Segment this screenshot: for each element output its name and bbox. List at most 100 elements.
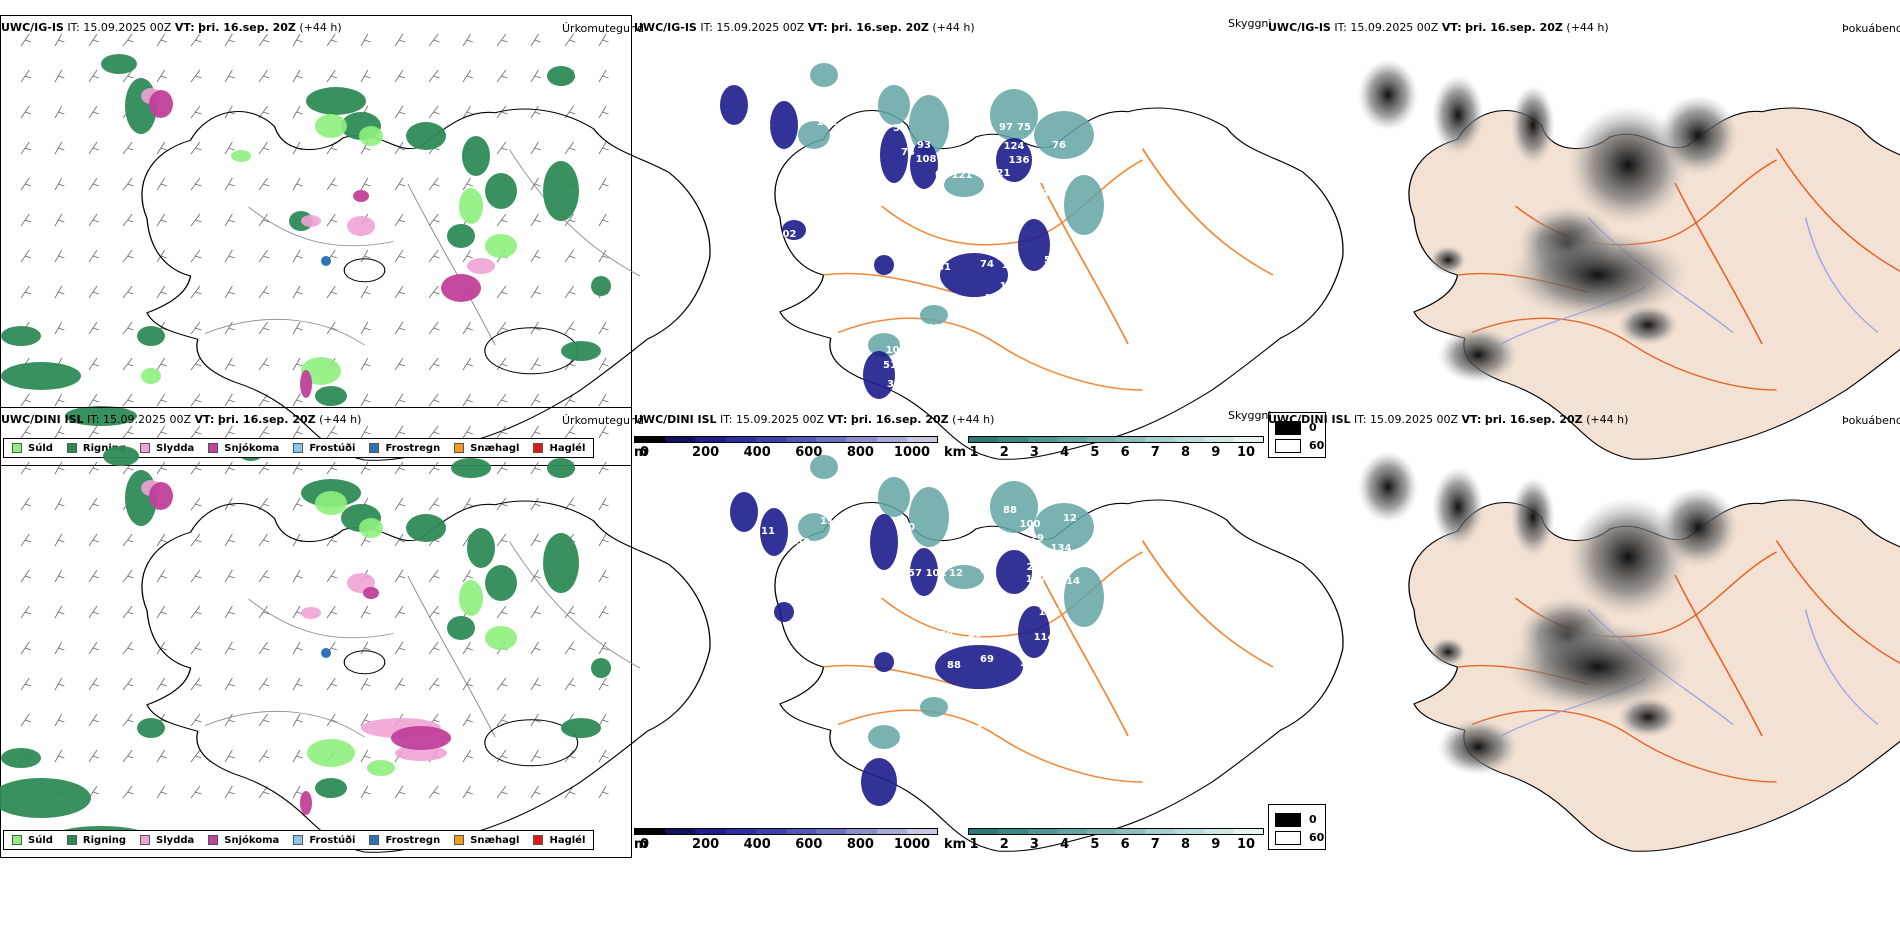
legend-label: Frostregn <box>385 834 441 846</box>
snow-visibility-label: 59 <box>939 630 953 641</box>
colorbar-tick: 400 <box>743 445 771 460</box>
colorbar-tick: 0 <box>640 837 650 852</box>
colorbar-segment <box>876 437 907 442</box>
precip-area <box>101 54 137 74</box>
colorbar-segment <box>1145 437 1175 442</box>
snow-visibility-label: 110 <box>762 475 783 486</box>
colorbar-segment <box>969 829 999 834</box>
fog-legend-swatch-0 <box>1275 813 1301 827</box>
low-visibility-area <box>878 85 910 125</box>
low-visibility-area <box>878 477 910 517</box>
it-label: IT: <box>720 413 733 426</box>
fog-legend-swatch-0 <box>1275 421 1301 435</box>
legend-swatch <box>454 835 465 845</box>
legend-item-1: Rigning <box>66 442 127 454</box>
lead-time: (+44 h) <box>952 413 995 426</box>
it-label: IT: <box>67 21 80 34</box>
precip-area <box>65 406 137 426</box>
colorbar-segment <box>1174 829 1205 834</box>
snow-visibility-label: 60 <box>914 749 928 760</box>
snow-visibility-label: 48 <box>1030 550 1044 561</box>
precip-area <box>301 215 321 227</box>
snow-visibility-area <box>730 492 758 532</box>
snow-colorbar-unit: m <box>634 837 648 852</box>
legend-label: Rigning <box>82 442 127 454</box>
road-network <box>204 149 641 346</box>
precip-area <box>1 362 81 390</box>
colorbar-tick: 1000 <box>893 837 931 852</box>
snow-visibility-area <box>774 602 794 622</box>
vt-value: þri. 16.sep. 20Z <box>198 21 296 34</box>
snow-visibility-label: 112 <box>817 117 838 128</box>
snow-visibility-label: 147 <box>1026 574 1047 585</box>
snow-visibility-label: 208 <box>962 724 983 735</box>
precip-header: UWC/IG-IS IT: 15.09.2025 00Z VT: þri. 16… <box>1 22 342 34</box>
precip-area <box>547 66 575 86</box>
low-visibility-area <box>920 697 948 717</box>
colorbar-tick: 9 <box>1211 837 1221 852</box>
snow-visibility-label: 81 <box>937 262 951 273</box>
precip-area <box>307 739 355 767</box>
snow-visibility-label: 88 <box>993 726 1007 737</box>
glacier-outline <box>484 719 579 767</box>
snow-visibility-area <box>874 652 894 672</box>
snow-visibility-label: 120 <box>796 483 817 494</box>
low-visibility-area <box>868 725 900 749</box>
snow-visibility-label: 73 <box>901 147 915 158</box>
colorbar-segment <box>786 829 817 834</box>
snow-visibility-label: 12 <box>949 553 963 564</box>
snow-visibility-area <box>760 508 788 556</box>
snow-visibility-label: 51 <box>883 360 897 371</box>
lead-time: (+44 h) <box>1566 21 1609 34</box>
legend-label: Rigning <box>82 834 127 846</box>
fog-index-area <box>1618 697 1678 737</box>
colorbar-tick: 3 <box>1029 445 1039 460</box>
low-visibility-area <box>944 565 984 589</box>
precip-area <box>315 386 347 406</box>
snow-visibility-label: 76 <box>903 546 917 557</box>
low-visibility-area <box>1034 111 1094 159</box>
legend-item-6: Snæhagl <box>454 835 519 846</box>
colorbar-segment <box>1027 829 1058 834</box>
precip-area <box>462 136 490 176</box>
snow-visibility-label: 60 <box>901 522 915 533</box>
fog-legend-label-60: 60 <box>1309 831 1325 844</box>
fog-legend: 0 60 <box>1268 804 1326 850</box>
snow-visibility-label: 57 <box>908 568 922 579</box>
snow-visibility-area <box>861 758 897 806</box>
snow-colorbar-unit: m <box>634 445 648 460</box>
snow-visibility-label: 88 <box>947 660 961 671</box>
legend-item-0: Súld <box>12 443 53 454</box>
fog-index-area <box>1511 85 1555 165</box>
snow-visibility-label: 88 <box>1003 505 1017 516</box>
vt-label: VT: <box>174 21 195 34</box>
fog-index-area <box>1511 477 1555 557</box>
colorbar-tick: 1 <box>969 837 979 852</box>
precip-area <box>315 778 347 798</box>
colorbar-segment <box>1086 829 1117 834</box>
snow-visibility-label: 108 <box>916 154 937 165</box>
cloud-colorbar-unit: km <box>944 445 967 460</box>
snow-visibility-label: 11 <box>820 516 834 527</box>
snow-visibility-label: 80 <box>797 182 811 193</box>
snow-visibility-label: 82 <box>823 219 837 230</box>
vt-value: þri. 16.sep. 20Z <box>1465 21 1563 34</box>
precip-area <box>391 726 451 750</box>
colorbar-segment <box>725 829 756 834</box>
legend-swatch <box>66 443 77 453</box>
precip-area <box>141 368 161 384</box>
legend-item-2: Slydda <box>140 443 194 454</box>
vt-label: VT: <box>1441 21 1462 34</box>
forecast-row-2: Súld Rigning Slydda Snjókoma Frostúði Frostre… <box>0 392 1900 867</box>
precip-area <box>367 760 395 776</box>
snow-visibility-label: 29 <box>1030 533 1044 544</box>
precip-type-legend: Súld Rigning Slydda Snjókoma Frostúði Frostre… <box>3 438 595 458</box>
colorbar-segment <box>755 437 787 442</box>
it-value: 15.09.2025 00Z <box>1350 21 1439 34</box>
colorbar-segment <box>906 437 938 442</box>
legend-item-7: Haglél <box>533 835 585 846</box>
snow-visibility-label: 93 <box>762 142 776 153</box>
colorbar-segment <box>665 437 696 442</box>
snow-visibility-area <box>720 85 748 125</box>
fog-panel <box>1268 15 1900 466</box>
